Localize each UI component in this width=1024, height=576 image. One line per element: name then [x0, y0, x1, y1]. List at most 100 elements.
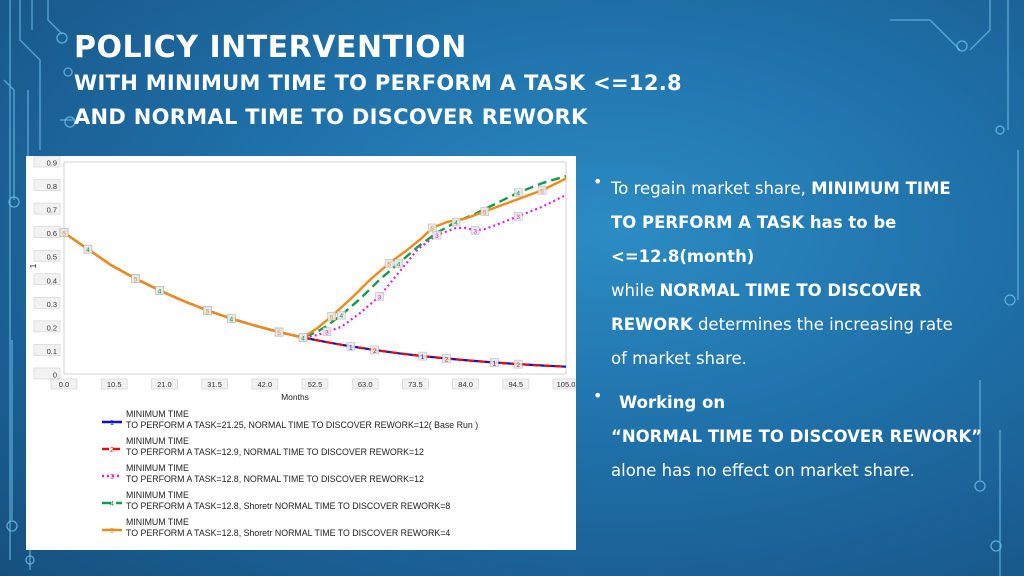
x-tick-label: 105.0 — [557, 380, 576, 389]
y-tick-label: 0.4 — [47, 276, 57, 285]
x-tick-box — [100, 378, 128, 390]
series-line-4 — [63, 174, 567, 339]
bullet1-line5-b: determines the increasing rate — [692, 315, 953, 334]
x-tick-label: 73.5 — [408, 380, 423, 389]
series-marker-2 — [442, 354, 451, 363]
legend-id-1: 1 — [110, 420, 114, 427]
legend-label-l2-2: TO PERFORM A TASK=12.9, NORMAL TIME TO D… — [126, 447, 424, 457]
series-marker-3 — [322, 327, 332, 336]
y-tick-box — [33, 202, 61, 215]
slide-title: POLICY INTERVENTION — [74, 30, 467, 65]
bullet-list: • To regain market share, MINIMUM TIME T… — [593, 172, 1013, 488]
series-marker-label-5: 5 — [430, 226, 434, 233]
y-tick-label: 0.2 — [47, 323, 57, 332]
x-tick-label: 10.5 — [107, 380, 122, 389]
bullet-marker: • — [593, 386, 603, 405]
series-marker-label-4: 4 — [230, 317, 234, 324]
bullet2-line3: alone has no effect on market share. — [611, 461, 915, 480]
y-tick-box — [33, 367, 61, 380]
slide-title-block: POLICY INTERVENTION WITH MINIMUM TIME TO… — [74, 30, 682, 134]
legend-id-3: 3 — [110, 474, 114, 481]
x-tick-box — [301, 378, 329, 390]
series-marker-label-4: 4 — [516, 191, 520, 198]
series-marker-2 — [513, 359, 523, 369]
y-tick-label: 0 — [53, 371, 57, 380]
plot-frame — [63, 161, 567, 375]
legend-label-l2-3: TO PERFORM A TASK=12.8, NORMAL TIME TO D… — [126, 474, 424, 484]
legend-label-l2-4: TO PERFORM A TASK=12.8, Shoretr NORMAL T… — [126, 501, 450, 511]
bullet1-text-a: To regain market share, — [611, 179, 812, 198]
series-marker-2 — [370, 345, 380, 355]
y-axis-label: 1 — [28, 263, 38, 268]
series-marker-label-1: 1 — [349, 344, 353, 351]
bullet1-line5-a: REWORK — [611, 315, 693, 334]
x-tick-box — [151, 378, 178, 390]
series-marker-1 — [490, 358, 499, 367]
series-marker-label-1: 1 — [421, 354, 425, 361]
series-marker-label-4: 4 — [339, 313, 343, 320]
x-tick-box — [201, 378, 228, 390]
y-tick-box — [33, 320, 61, 333]
series-marker-label-5: 5 — [540, 188, 544, 195]
y-tick-label: 0.8 — [47, 182, 57, 191]
series-marker-3 — [513, 211, 523, 221]
series-line-5 — [63, 177, 567, 339]
series-marker-5 — [274, 327, 284, 337]
bullet2-line2: “NORMAL TIME TO DISCOVER REWORK” — [611, 427, 983, 446]
series-marker-1 — [346, 342, 356, 351]
bullet2-line1: Working on — [619, 393, 726, 412]
series-marker-label-4: 4 — [454, 220, 458, 227]
series-line-1 — [63, 231, 567, 368]
x-tick-label: 84.0 — [458, 380, 473, 389]
x-tick-label: 63.0 — [358, 380, 373, 389]
y-tick-label: 0.3 — [47, 300, 57, 309]
series-marker-5 — [203, 306, 212, 315]
y-tick-box — [33, 156, 61, 168]
slide-subtitle-line2: AND NORMAL TIME TO DISCOVER REWORK — [74, 105, 588, 129]
series-marker-label-3: 3 — [325, 330, 329, 337]
series-marker-4 — [394, 259, 403, 268]
series-marker-label-3: 3 — [473, 228, 477, 235]
x-tick-label: 94.5 — [508, 380, 523, 389]
legend-id-2: 2 — [110, 447, 114, 454]
legend-label-l1-3: MINIMUM TIME — [126, 463, 189, 473]
bullet-marker: • — [593, 172, 603, 191]
series-marker-label-5: 5 — [134, 277, 138, 284]
slide-subtitle-line1: WITH MINIMUM TIME TO PERFORM A TASK <=12… — [74, 71, 682, 95]
series-marker-3 — [470, 226, 480, 235]
series-marker-5 — [480, 207, 489, 216]
legend-label-l2-5: TO PERFORM A TASK=12.8, Shoretr NORMAL T… — [126, 528, 450, 538]
x-tick-label: 0.0 — [59, 380, 69, 389]
y-tick-box — [33, 249, 61, 262]
series-marker-1 — [418, 351, 427, 361]
bullet-item-2: • Working on “NORMAL TIME TO DISCOVER RE… — [593, 386, 1013, 488]
y-tick-box — [33, 179, 61, 191]
series-line-3 — [63, 194, 567, 339]
y-tick-box — [33, 273, 61, 286]
series-marker-label-5: 5 — [62, 231, 66, 238]
series-marker-label-3: 3 — [516, 214, 520, 221]
series-marker-label-5: 5 — [277, 330, 281, 337]
y-tick-label: 0.5 — [47, 253, 57, 262]
series-marker-4 — [337, 310, 346, 320]
y-tick-label: 0.9 — [47, 159, 57, 168]
x-tick-box — [251, 378, 279, 390]
legend-label-l1-1: MINIMUM TIME — [126, 409, 189, 419]
series-marker-4 — [451, 217, 461, 227]
series-marker-label-4: 4 — [158, 288, 162, 295]
series-marker-label-5: 5 — [330, 314, 334, 321]
x-tick-label: 52.5 — [308, 380, 323, 389]
series-marker-label-4: 4 — [301, 335, 305, 342]
series-marker-5 — [384, 259, 394, 268]
legend-label-l2-1: TO PERFORM A TASK=21.25, NORMAL TIME TO … — [126, 420, 478, 430]
series-marker-5 — [327, 312, 336, 321]
legend-label-l1-4: MINIMUM TIME — [126, 490, 189, 500]
series-marker-label-3: 3 — [435, 233, 439, 240]
bullet1-text-b: MINIMUM TIME — [811, 179, 951, 198]
series-marker-5 — [131, 274, 140, 283]
x-tick-label: 21.0 — [157, 380, 172, 389]
chart-panel: 0 0.1 0.2 0.3 0.4 0.5 0.6 0.7 0.8 0.9 0.0 10.5 21.0 3… — [26, 156, 576, 550]
legend-label-l1-5: MINIMUM TIME — [126, 517, 189, 527]
legend-id-4: 4 — [110, 501, 114, 508]
x-tick-box — [50, 378, 78, 390]
